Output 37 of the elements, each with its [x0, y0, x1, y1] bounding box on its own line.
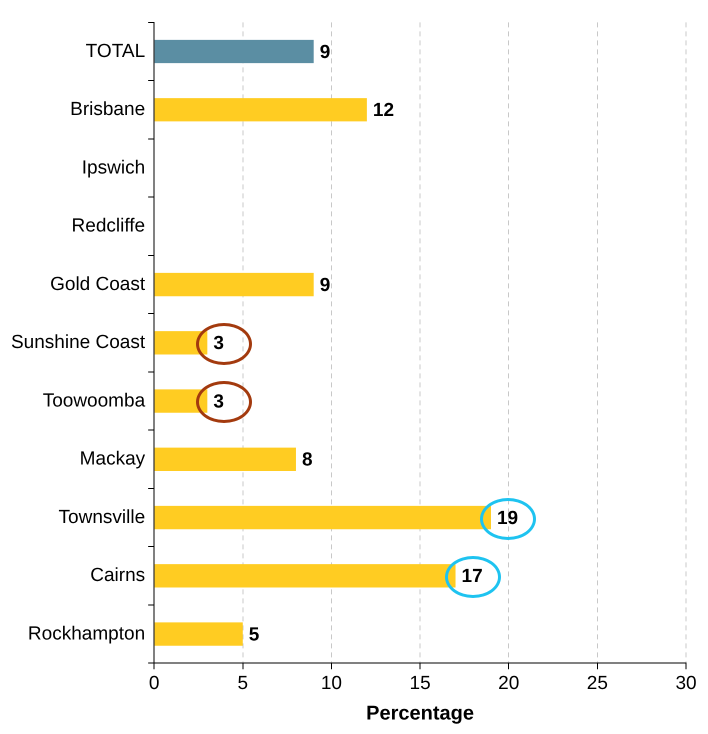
y-tick-label: Redcliffe — [72, 216, 146, 237]
data-label: 9 — [320, 42, 330, 63]
data-label: 19 — [496, 508, 518, 529]
bar — [154, 272, 314, 296]
x-tick-label: 10 — [320, 672, 342, 694]
x-tick-label: 15 — [410, 672, 431, 694]
y-tick-label: Cairns — [90, 565, 146, 586]
y-tick-label: Mackay — [80, 448, 146, 470]
data-label: 3 — [213, 391, 224, 412]
data-label: 9 — [320, 274, 330, 296]
bar — [154, 40, 314, 64]
data-label: 8 — [302, 450, 313, 471]
bar — [154, 564, 456, 588]
y-tick-label: Brisbane — [70, 99, 146, 120]
y-tick-label: Ipswich — [82, 157, 146, 178]
y-tick-label: Toowoomba — [42, 390, 146, 412]
x-tick-label: 20 — [498, 672, 520, 694]
y-tick-label: TOTAL — [86, 40, 146, 62]
x-tick-label: 25 — [586, 672, 608, 694]
x-axis-title: Percentage — [366, 702, 474, 725]
bar — [154, 506, 491, 530]
x-tick-label: 0 — [148, 672, 160, 694]
data-label: 12 — [372, 100, 394, 122]
data-label: 5 — [248, 624, 260, 646]
y-tick-label: Rockhampton — [28, 623, 146, 644]
bar — [154, 331, 208, 354]
y-tick-label: Sunshine Coast — [10, 332, 146, 354]
y-tick-label: Townsville — [58, 506, 146, 528]
data-label: 17 — [462, 566, 483, 588]
bar — [154, 98, 367, 122]
data-label: 3 — [213, 333, 224, 354]
x-tick-label: 30 — [675, 672, 697, 694]
bar — [154, 448, 296, 471]
bar — [154, 622, 243, 646]
x-tick-label: 5 — [237, 672, 248, 694]
bar — [154, 389, 208, 413]
y-tick-label: Gold Coast — [50, 274, 146, 295]
